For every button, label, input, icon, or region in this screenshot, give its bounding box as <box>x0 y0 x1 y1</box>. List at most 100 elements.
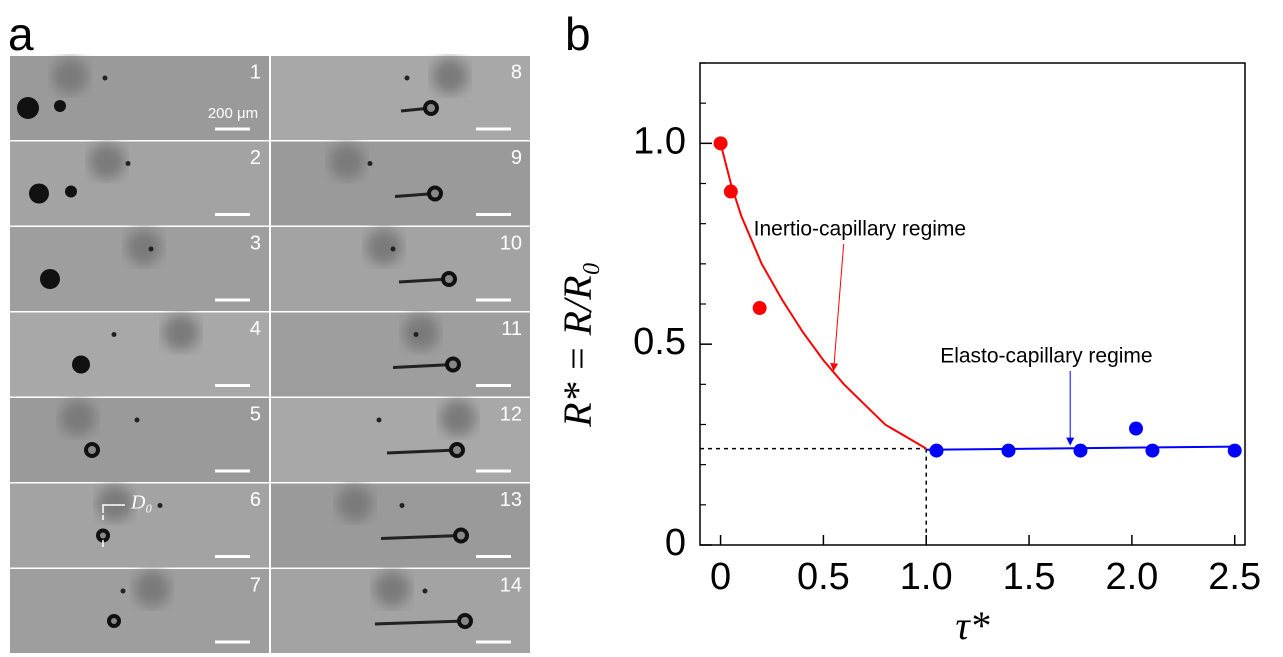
droplet-core <box>453 446 461 454</box>
blur-spot <box>403 314 439 351</box>
annotation-arrow <box>830 243 845 372</box>
droplet-tail <box>386 448 458 455</box>
y-tick-label: 0 <box>665 522 686 564</box>
diameter-label: D₀ <box>130 492 152 514</box>
data-point <box>1227 443 1242 458</box>
data-point <box>1001 443 1016 458</box>
data-point <box>752 301 767 316</box>
speck <box>367 161 373 166</box>
frame-number: 14 <box>500 574 522 596</box>
frame-number: 13 <box>500 489 522 511</box>
scale-bar-label: 200 μm <box>208 105 258 122</box>
x-tick-label: 2.0 <box>1105 556 1158 598</box>
frame-background <box>10 398 269 482</box>
frame-number: 2 <box>250 147 261 169</box>
data-point <box>1129 421 1143 436</box>
speck <box>102 75 108 81</box>
frame-number: 7 <box>250 574 261 596</box>
frame-background <box>271 398 530 482</box>
y-tick-label: 1.0 <box>633 120 686 162</box>
blur-spot <box>97 485 133 522</box>
image-frame: 2 <box>10 141 269 226</box>
speck <box>399 503 405 508</box>
image-frame: 4 <box>10 312 269 397</box>
data-point <box>929 443 944 458</box>
droplet-core <box>111 618 117 624</box>
droplet-core <box>427 104 435 112</box>
droplet-tail <box>374 619 466 626</box>
frame-number: 9 <box>511 147 522 169</box>
y-axis-label: R* = R/R₀ <box>555 262 600 428</box>
speck <box>422 588 428 594</box>
blur-spot <box>52 58 88 94</box>
droplet-core <box>100 532 106 539</box>
frame-background <box>271 141 530 226</box>
x-tick-label: 1.5 <box>1003 556 1056 598</box>
plot-frame <box>699 62 1246 546</box>
droplet-core <box>449 360 457 369</box>
frame-background <box>10 312 269 397</box>
image-frame: 5 <box>10 398 269 482</box>
droplet-core <box>88 446 96 454</box>
droplet <box>17 97 39 119</box>
blur-spot <box>126 229 162 265</box>
speck <box>148 246 154 252</box>
blur-spot <box>329 143 365 180</box>
image-frame: 12 <box>271 398 530 482</box>
blur-spot <box>432 58 468 94</box>
frame-background <box>271 227 530 311</box>
y-tick-label: 0.5 <box>633 321 686 363</box>
droplet-core <box>445 275 453 283</box>
x-tick-label: 0.5 <box>797 556 850 598</box>
blur-spot <box>134 571 170 607</box>
droplet-tail <box>398 277 450 284</box>
frame-background <box>271 56 530 140</box>
blur-spot <box>440 400 476 436</box>
droplet-tail <box>392 363 454 369</box>
frame-number: 3 <box>250 232 261 254</box>
image-frame: 9 <box>271 141 530 226</box>
panel-label: b <box>565 8 591 60</box>
fit-curve <box>719 143 927 450</box>
droplet <box>72 355 90 374</box>
data-point <box>1145 443 1160 458</box>
blur-spot <box>366 229 402 265</box>
frame-number: 4 <box>250 318 261 340</box>
data-point <box>723 184 738 199</box>
droplet-core <box>457 531 465 540</box>
frame-number: 10 <box>500 232 522 254</box>
image-frame: 1 <box>10 56 269 140</box>
frame-background <box>271 483 530 568</box>
x-tick-label: 1.0 <box>900 556 953 598</box>
data-point <box>713 136 728 151</box>
image-frame: 11 <box>271 312 530 397</box>
droplet <box>29 183 49 204</box>
droplet <box>40 269 60 289</box>
image-frame: 10 <box>271 227 530 311</box>
frame-background <box>271 312 530 397</box>
frame-number: 1 <box>250 61 261 83</box>
image-frame: 3 <box>10 227 269 311</box>
speck <box>125 161 131 166</box>
image-frame: 8 <box>271 56 530 140</box>
image-frame: 13 <box>271 483 530 568</box>
panel-label: a <box>8 8 34 60</box>
blur-spot <box>89 143 125 180</box>
annotation: Elasto-capillary regime <box>940 345 1152 368</box>
frame-number: 6 <box>250 489 261 511</box>
x-axis-label: τ* <box>955 603 989 648</box>
droplet-core <box>461 617 469 625</box>
diameter-marker <box>102 504 125 547</box>
frame-number: 11 <box>501 318 522 340</box>
blur-spot <box>374 571 410 607</box>
frame-background <box>10 483 269 568</box>
x-tick-label: 2.5 <box>1208 556 1261 598</box>
blur-spot <box>60 400 96 436</box>
droplet-core <box>431 189 439 198</box>
droplet <box>65 185 77 198</box>
droplet <box>54 100 66 112</box>
plot: 0 0.5 1.0 0 0.5 1.0 1.5 2.0 2.5 τ* R* = R/R₀ Inerti… <box>555 62 1261 648</box>
image-frame: 7 <box>10 569 269 653</box>
